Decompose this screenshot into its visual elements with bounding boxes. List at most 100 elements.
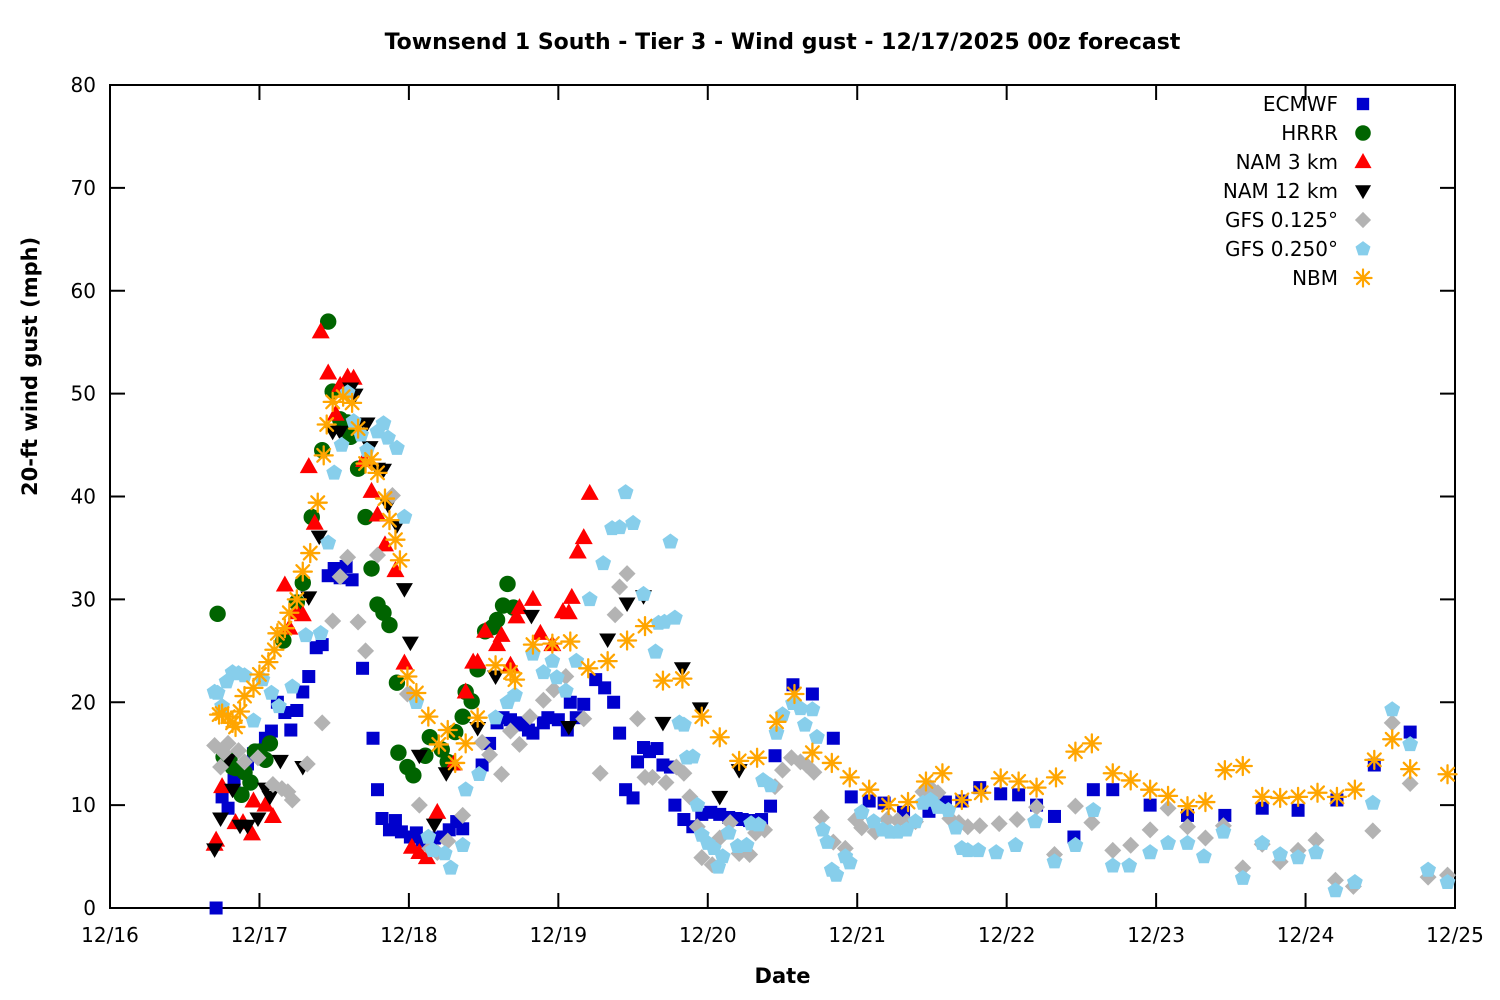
data-point: [379, 510, 400, 531]
data-point: [607, 695, 621, 709]
data-point: [1401, 775, 1419, 793]
data-point: [618, 597, 636, 612]
data-point: [667, 609, 683, 625]
data-point: [284, 723, 298, 737]
data-point: [316, 414, 337, 435]
data-point: [1122, 836, 1140, 854]
data-point: [418, 706, 439, 727]
data-point: [1402, 736, 1419, 752]
data-point: [209, 605, 226, 622]
data-point: [456, 822, 470, 836]
data-point: [493, 765, 511, 783]
data-point: [1196, 829, 1214, 847]
x-tick-label: 12/21: [828, 923, 886, 947]
data-point: [1046, 853, 1063, 869]
data-point: [507, 686, 523, 702]
data-point: [1045, 767, 1067, 788]
x-tick-label: 12/20: [679, 923, 737, 947]
data-point: [467, 707, 488, 728]
data-point: [839, 767, 860, 788]
data-point: [1326, 871, 1344, 889]
data-point: [1177, 796, 1198, 817]
data-point: [371, 783, 385, 797]
data-point: [1356, 97, 1370, 111]
data-point: [1083, 814, 1101, 832]
data-point: [1382, 729, 1403, 750]
data-point: [476, 621, 495, 638]
data-point: [249, 664, 270, 685]
data-point: [662, 533, 679, 549]
data-point: [313, 445, 334, 466]
data-point: [410, 749, 428, 765]
data-point: [261, 735, 279, 752]
data-point: [841, 854, 858, 870]
data-point: [242, 824, 261, 841]
legend-label: NAM 3 km: [1236, 150, 1338, 174]
y-axis: 0 10 20 30 40 50 60 70 80: [71, 73, 1454, 920]
data-point: [1143, 798, 1157, 812]
data-point: [828, 866, 845, 882]
data-point: [1384, 701, 1401, 717]
data-point: [1104, 857, 1121, 873]
data-point: [1327, 882, 1344, 898]
data-point: [729, 750, 750, 772]
data-point: [375, 604, 392, 621]
x-axis-title: Date: [754, 964, 811, 988]
data-point: [711, 790, 729, 806]
data-point: [300, 542, 321, 564]
x-tick-label: 12/22: [978, 923, 1036, 947]
data-point: [363, 560, 380, 577]
data-point: [1121, 857, 1138, 873]
data-point: [368, 505, 387, 522]
data-point: [534, 691, 552, 709]
data-point: [469, 721, 487, 737]
data-point: [951, 789, 972, 811]
data-point: [1307, 831, 1325, 849]
data-point: [654, 716, 672, 732]
data-point: [395, 583, 413, 598]
legend-label: NAM 12 km: [1223, 179, 1338, 203]
data-point: [1160, 834, 1176, 850]
y-tick-label: 50: [71, 382, 96, 406]
data-point: [1104, 841, 1122, 859]
data-point: [331, 425, 349, 441]
data-point: [1139, 779, 1161, 800]
data-point: [292, 561, 313, 582]
data-point: [1027, 813, 1043, 829]
data-point: [1215, 823, 1232, 839]
data-point: [1252, 786, 1273, 808]
data-point: [521, 708, 539, 726]
data-point: [535, 664, 552, 680]
data-point: [481, 746, 499, 764]
data-point: [1364, 794, 1381, 810]
data-point: [618, 565, 636, 583]
data-point: [1081, 733, 1102, 754]
data-point: [315, 638, 329, 652]
data-point: [369, 546, 387, 564]
series-gfs-0.250°: [206, 384, 1456, 898]
data-point: [375, 811, 389, 825]
data-point: [471, 766, 487, 781]
data-point: [230, 742, 248, 760]
data-point: [428, 734, 449, 755]
data-point: [563, 695, 577, 709]
data-point: [445, 752, 466, 774]
data-point: [425, 818, 443, 834]
y-tick-label: 10: [71, 793, 96, 817]
data-point: [859, 779, 880, 800]
data-point: [345, 573, 359, 587]
data-point: [657, 773, 675, 791]
data-point: [1290, 849, 1306, 865]
data-point: [455, 733, 476, 754]
data-point: [1307, 782, 1328, 803]
data-point: [294, 574, 311, 592]
data-point: [971, 817, 989, 835]
data-point: [1437, 764, 1458, 785]
data-point: [560, 631, 581, 652]
data-point: [421, 729, 439, 746]
data-point: [714, 848, 731, 864]
data-point: [333, 436, 350, 452]
data-point: [374, 463, 392, 479]
data-point: [236, 753, 253, 771]
data-point: [390, 744, 407, 761]
